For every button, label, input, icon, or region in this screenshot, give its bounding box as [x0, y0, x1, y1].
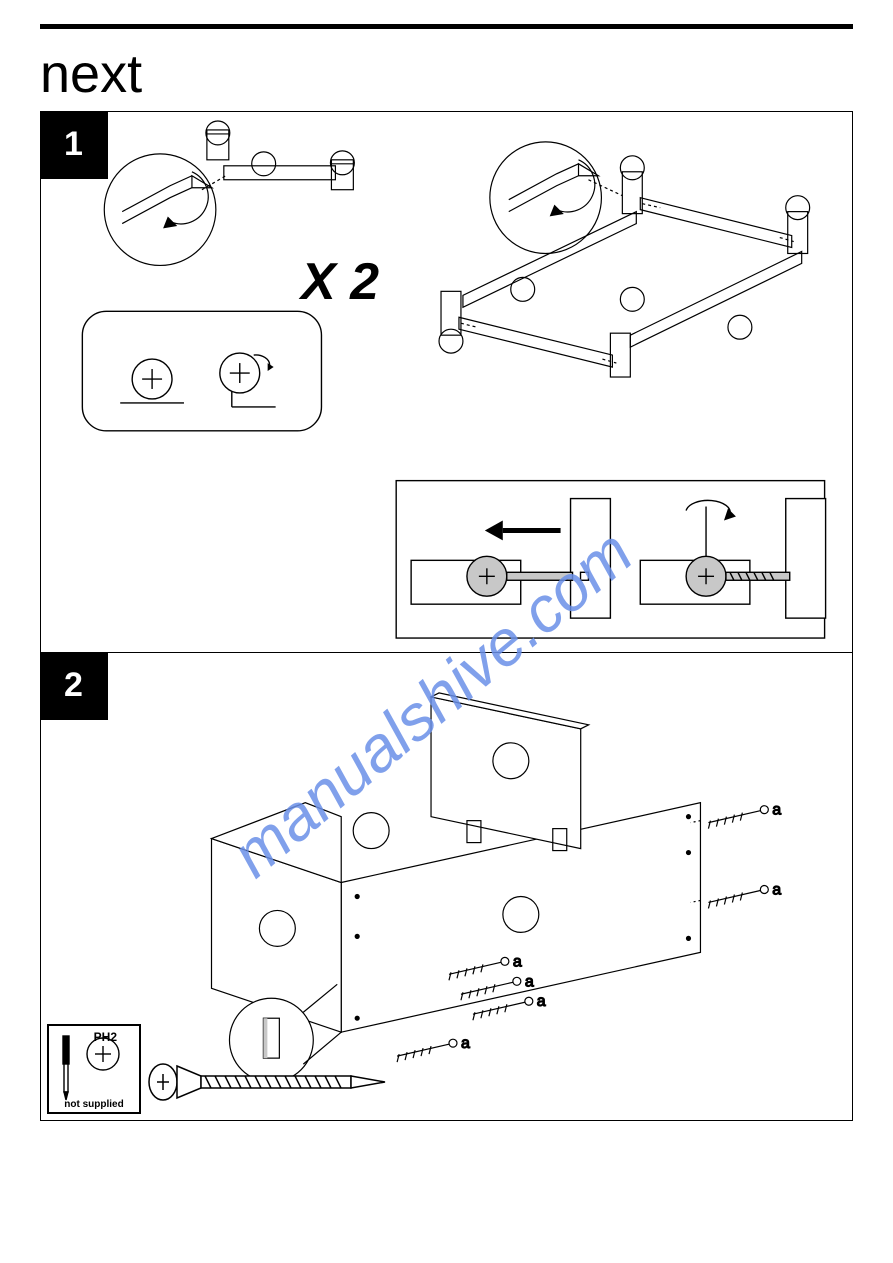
tool-bit-label: PH2 [94, 1030, 117, 1044]
fastener-label: a [772, 881, 781, 898]
step-panel-2: 2 [40, 653, 853, 1121]
top-rule [40, 24, 853, 29]
step1-diagram [41, 112, 852, 652]
fastener-label: a [537, 993, 546, 1010]
brand-logo: next [40, 47, 853, 101]
fastener-label: a [772, 802, 781, 819]
step2-diagram: a a a a [41, 653, 852, 1120]
fastener-label: a [525, 973, 534, 990]
screw-illustration [145, 1054, 405, 1110]
fastener-label: a [461, 1035, 470, 1052]
not-supplied-label: not supplied [49, 1099, 139, 1110]
step-panel-1: 1 X 2 [40, 111, 853, 653]
tool-not-supplied-box: PH2 not supplied [47, 1024, 141, 1114]
fastener-label: a [513, 953, 522, 970]
